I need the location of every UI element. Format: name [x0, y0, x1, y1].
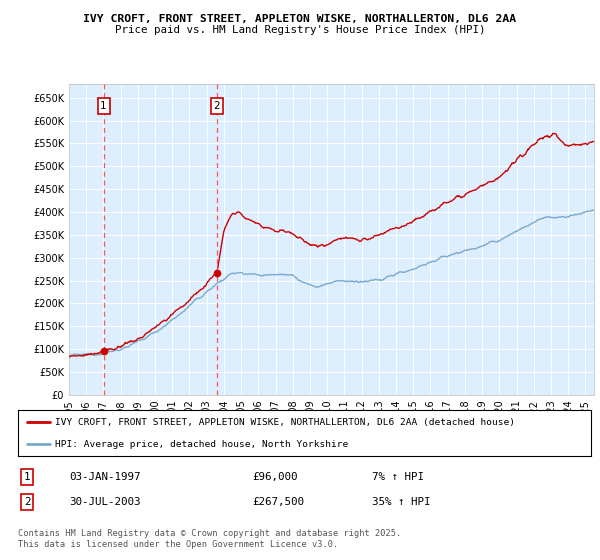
Text: 1: 1: [100, 101, 107, 111]
Text: Price paid vs. HM Land Registry's House Price Index (HPI): Price paid vs. HM Land Registry's House …: [115, 25, 485, 35]
Text: 30-JUL-2003: 30-JUL-2003: [69, 497, 140, 507]
Text: £267,500: £267,500: [252, 497, 304, 507]
Text: 35% ↑ HPI: 35% ↑ HPI: [372, 497, 431, 507]
Text: 2: 2: [24, 497, 30, 507]
Text: 2: 2: [214, 101, 220, 111]
Text: 7% ↑ HPI: 7% ↑ HPI: [372, 472, 424, 482]
Text: Contains HM Land Registry data © Crown copyright and database right 2025.
This d: Contains HM Land Registry data © Crown c…: [18, 529, 401, 549]
Text: 03-JAN-1997: 03-JAN-1997: [69, 472, 140, 482]
Text: IVY CROFT, FRONT STREET, APPLETON WISKE, NORTHALLERTON, DL6 2AA (detached house): IVY CROFT, FRONT STREET, APPLETON WISKE,…: [55, 418, 515, 427]
Text: IVY CROFT, FRONT STREET, APPLETON WISKE, NORTHALLERTON, DL6 2AA: IVY CROFT, FRONT STREET, APPLETON WISKE,…: [83, 14, 517, 24]
Text: £96,000: £96,000: [252, 472, 298, 482]
Text: 1: 1: [24, 472, 30, 482]
Text: HPI: Average price, detached house, North Yorkshire: HPI: Average price, detached house, Nort…: [55, 440, 349, 449]
